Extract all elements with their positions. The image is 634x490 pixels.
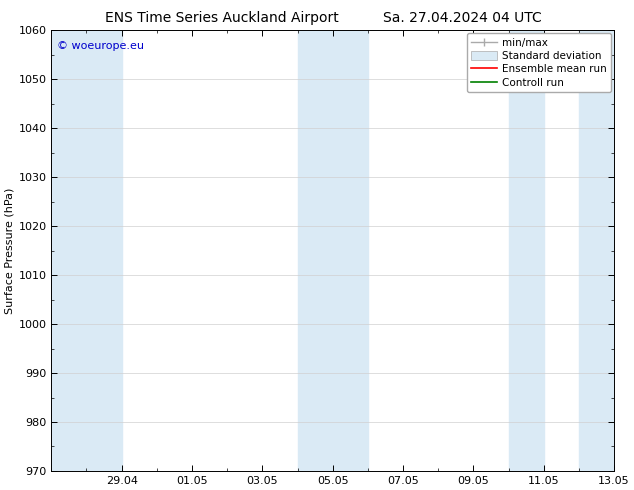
- Y-axis label: Surface Pressure (hPa): Surface Pressure (hPa): [4, 187, 14, 314]
- Bar: [51, 30, 86, 471]
- Bar: [297, 30, 333, 471]
- Bar: [333, 30, 368, 471]
- Bar: [508, 30, 544, 471]
- Text: © woeurope.eu: © woeurope.eu: [57, 41, 144, 51]
- Legend: min/max, Standard deviation, Ensemble mean run, Controll run: min/max, Standard deviation, Ensemble me…: [467, 33, 611, 92]
- Text: Sa. 27.04.2024 04 UTC: Sa. 27.04.2024 04 UTC: [384, 11, 542, 25]
- Bar: [579, 30, 614, 471]
- Text: ENS Time Series Auckland Airport: ENS Time Series Auckland Airport: [105, 11, 339, 25]
- Bar: [86, 30, 122, 471]
